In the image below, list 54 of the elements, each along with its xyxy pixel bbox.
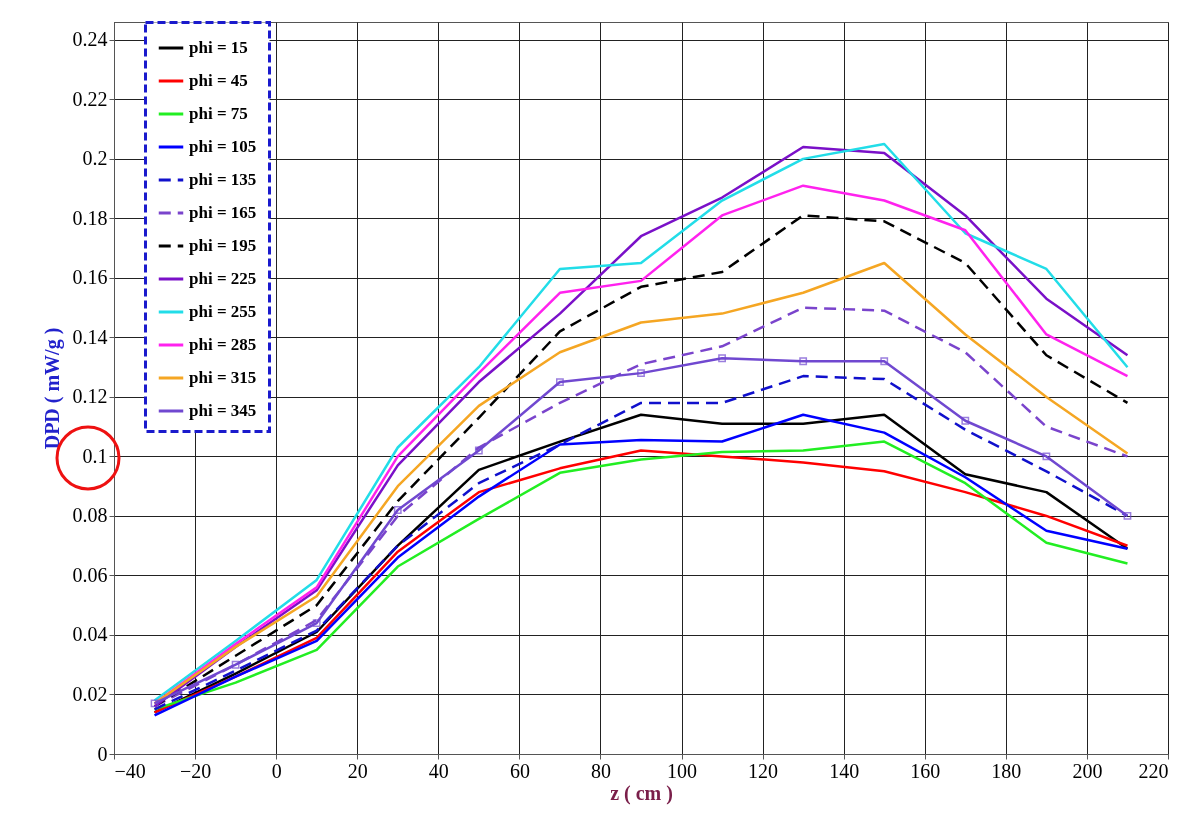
y-tick-label: 0 xyxy=(97,742,108,765)
point xyxy=(150,699,159,708)
y-tick-label: 0.12 xyxy=(72,385,108,408)
x-tick-label: 180 xyxy=(991,759,1022,782)
point xyxy=(880,357,889,366)
x-tick-label: 220 xyxy=(1138,759,1169,782)
point xyxy=(1123,512,1132,520)
legend-label: phi = 165 xyxy=(189,203,257,222)
legend-label: phi = 255 xyxy=(189,302,257,321)
y-axis-title: DPD ( mW/g ) xyxy=(40,327,64,450)
legend-label: phi = 75 xyxy=(189,104,248,123)
y-tick-label: 0.06 xyxy=(72,563,108,586)
legend-label: phi = 135 xyxy=(189,170,257,189)
y-tick-label: 0.1 xyxy=(82,444,108,467)
y-tick-label: 0.08 xyxy=(72,504,108,527)
x-tick-label: 60 xyxy=(509,759,530,782)
point xyxy=(556,378,564,386)
y-tick-label: 0.2 xyxy=(82,147,108,170)
x-tick-label: 0 xyxy=(271,759,282,782)
x-tick-label: 160 xyxy=(910,759,941,782)
x-tick-label: 120 xyxy=(748,759,779,782)
legend-label: phi = 105 xyxy=(189,137,257,156)
point xyxy=(799,357,808,366)
legend-label: phi = 285 xyxy=(189,335,257,354)
y-tick-label: 0.14 xyxy=(72,325,108,348)
point xyxy=(474,446,483,455)
legend-label: phi = 315 xyxy=(189,368,257,387)
point xyxy=(231,660,240,669)
point xyxy=(1042,452,1051,461)
x-tick-label: 20 xyxy=(347,759,368,782)
y-tick-label: 0.16 xyxy=(72,266,108,289)
x-tick-label: −20 xyxy=(179,759,212,782)
x-tick-label: 100 xyxy=(667,759,698,782)
legend-label: phi = 225 xyxy=(189,269,257,288)
legend-label: phi = 15 xyxy=(189,38,248,57)
point xyxy=(312,619,321,627)
y-tick-label: 0.24 xyxy=(72,28,108,51)
y-tick-label: 0.02 xyxy=(72,682,108,705)
x-tick-label: 200 xyxy=(1072,759,1103,782)
legend-label: phi = 195 xyxy=(189,236,257,255)
x-tick-label: 40 xyxy=(428,759,449,782)
x-axis-title: z ( cm ) xyxy=(610,781,673,805)
legend-label: phi = 345 xyxy=(189,401,257,420)
point xyxy=(961,416,970,425)
x-tick-label: −40 xyxy=(114,759,146,782)
point xyxy=(718,354,726,363)
x-tick-label: 80 xyxy=(590,759,611,782)
x-tick-label: 140 xyxy=(829,759,860,782)
legend-label: phi = 45 xyxy=(189,71,248,90)
point xyxy=(393,506,402,514)
point xyxy=(637,369,645,378)
y-tick-label: 0.04 xyxy=(72,623,108,646)
y-tick-label: 0.18 xyxy=(72,206,108,229)
y-tick-label: 0.22 xyxy=(72,87,108,110)
